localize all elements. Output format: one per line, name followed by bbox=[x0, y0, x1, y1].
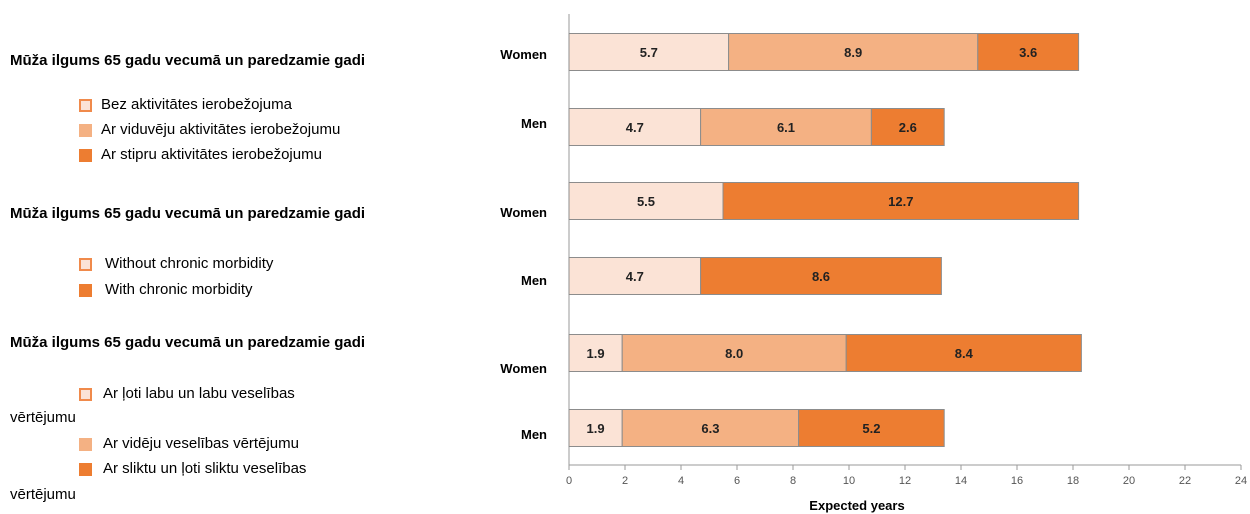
bar-segment bbox=[568, 182, 724, 220]
bar-value-label: 8.0 bbox=[725, 346, 743, 361]
legend-item-label: Ar ļoti labu un labu veselības bbox=[103, 385, 295, 402]
bar-segment bbox=[728, 33, 979, 71]
bar-segment bbox=[845, 334, 1082, 372]
bar-segment bbox=[568, 257, 702, 295]
x-tick-label: 22 bbox=[1179, 475, 1191, 487]
bar-segment bbox=[568, 409, 623, 447]
x-tick-label: 16 bbox=[1011, 475, 1023, 487]
bar-value-label: 5.2 bbox=[862, 421, 880, 436]
x-tick-label: 18 bbox=[1067, 475, 1079, 487]
legend-group-title: Mūža ilgums 65 gadu vecumā un paredzamie… bbox=[10, 334, 366, 351]
bar-value-label: 4.7 bbox=[626, 120, 644, 135]
legend-swatch-medium bbox=[79, 124, 92, 137]
bar-value-label: 4.7 bbox=[626, 269, 644, 284]
legend-swatch-light bbox=[79, 258, 92, 271]
bar-value-label: 6.3 bbox=[701, 421, 719, 436]
legend-item-label-cont: vērtējumu bbox=[10, 486, 76, 503]
legend-group-title: Mūža ilgums 65 gadu vecumā un paredzamie… bbox=[10, 52, 366, 69]
x-tick-label: 12 bbox=[899, 475, 911, 487]
category-label: Women bbox=[500, 205, 547, 220]
legend-swatch-light bbox=[79, 388, 92, 401]
bar-value-label: 3.6 bbox=[1019, 45, 1037, 60]
legend-group-title: Mūža ilgums 65 gadu vecumā un paredzamie… bbox=[10, 205, 366, 222]
legend-item-label: Without chronic morbidity bbox=[105, 255, 274, 272]
legend-item-label: With chronic morbidity bbox=[105, 281, 253, 298]
bar-value-label: 1.9 bbox=[587, 421, 605, 436]
x-tick-label: 24 bbox=[1235, 475, 1247, 487]
category-label: Women bbox=[500, 47, 547, 62]
x-tick-label: 4 bbox=[678, 475, 684, 487]
legend-item-label: Bez aktivitātes ierobežojuma bbox=[101, 96, 292, 113]
x-axis-title: Expected years bbox=[809, 498, 904, 513]
bar-segment bbox=[568, 334, 623, 372]
bar-value-label: 8.9 bbox=[844, 45, 862, 60]
legend-item-label: Ar stipru aktivitātes ierobežojumu bbox=[101, 146, 322, 163]
bar-value-label: 8.6 bbox=[812, 269, 830, 284]
legend-swatch-dark bbox=[79, 149, 92, 162]
legend-item-label: Ar sliktu un ļoti sliktu veselības bbox=[103, 460, 307, 477]
x-tick-label: 2 bbox=[622, 475, 628, 487]
legend-swatch-dark bbox=[79, 463, 92, 476]
legend-item-label: Ar viduvēju aktivitātes ierobežojumu bbox=[101, 121, 341, 138]
bar-value-label: 8.4 bbox=[955, 346, 974, 361]
x-tick-label: 20 bbox=[1123, 475, 1135, 487]
bar-value-label: 1.9 bbox=[587, 346, 605, 361]
bar-value-label: 6.1 bbox=[777, 120, 795, 135]
legend-item-label: Ar vidēju veselības vērtējumu bbox=[103, 435, 299, 452]
bar-segment bbox=[568, 108, 702, 146]
legend-item-label-cont: vērtējumu bbox=[10, 409, 76, 426]
bar-segment bbox=[700, 108, 872, 146]
bar-value-label: 2.6 bbox=[899, 120, 917, 135]
legend-panel: Mūža ilgums 65 gadu vecumā un paredzamie… bbox=[0, 0, 470, 514]
category-label: Men bbox=[521, 273, 547, 288]
bar-segment bbox=[700, 257, 942, 295]
legend-swatch-dark bbox=[79, 284, 92, 297]
bar-value-label: 5.5 bbox=[637, 194, 655, 209]
legend-swatch-medium bbox=[79, 438, 92, 451]
bar-segment bbox=[798, 409, 945, 447]
bar-value-label: 12.7 bbox=[888, 194, 913, 209]
bar-segment bbox=[870, 108, 945, 146]
bar-value-label: 5.7 bbox=[640, 45, 658, 60]
x-tick-label: 14 bbox=[955, 475, 967, 487]
x-tick-label: 10 bbox=[843, 475, 855, 487]
bar-segment bbox=[977, 33, 1080, 71]
bar-segment bbox=[621, 409, 800, 447]
x-tick-label: 6 bbox=[734, 475, 740, 487]
legend-swatch-light bbox=[79, 99, 92, 112]
category-label: Men bbox=[521, 427, 547, 442]
bar-segment bbox=[722, 182, 1080, 220]
x-tick-label: 0 bbox=[566, 475, 572, 487]
category-label: Women bbox=[500, 361, 547, 376]
category-label: Men bbox=[521, 116, 547, 131]
x-tick-label: 8 bbox=[790, 475, 796, 487]
